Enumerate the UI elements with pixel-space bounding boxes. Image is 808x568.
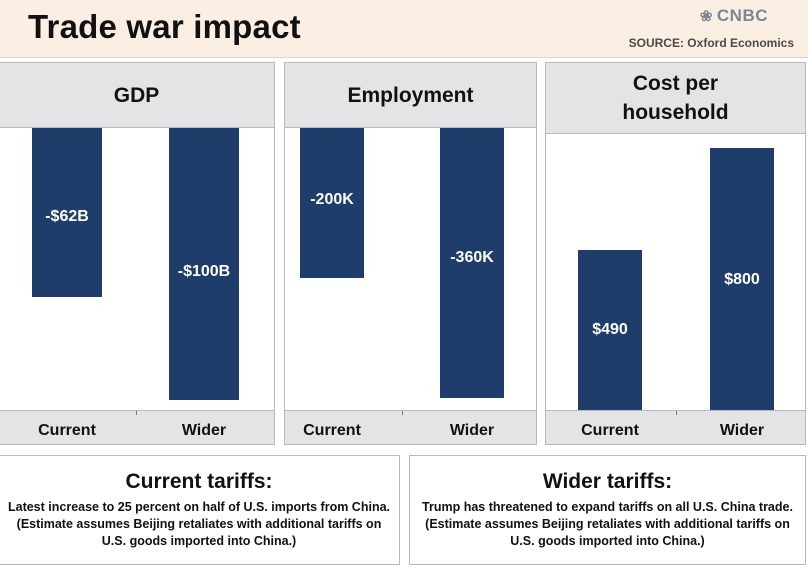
wider-tariffs-body: Trump has threatened to expand tariffs o… (422, 500, 793, 548)
current-tariffs-title: Current tariffs: (125, 470, 273, 493)
cost-chart-title: Cost per household (546, 63, 805, 134)
cost-bar-current (578, 249, 642, 411)
employment-category-divider-tick (402, 411, 403, 415)
employment-category-label-current: Current (303, 422, 361, 439)
cnbc-logo: ❀ CNBC (700, 6, 768, 26)
employment-bar-wider (440, 128, 504, 398)
gdp-chart-title: GDP (0, 63, 274, 128)
cost-category-label-wider: Wider (719, 422, 765, 439)
source-note: SOURCE: Oxford Economics (628, 36, 794, 50)
gdp-bar-current (32, 128, 102, 297)
logo-text: CNBC (716, 6, 768, 25)
wider-tariffs-note: Wider tariffs: Trump has threatened to e… (409, 455, 806, 565)
employment-category-label-wider: Wider (449, 422, 495, 439)
header-banner: Trade war impact ❀ CNBC SOURCE: Oxford Ec… (0, 0, 808, 58)
employment-plot-area: -200K -360K (285, 128, 536, 411)
cost-data-label-current: $490 (592, 321, 628, 339)
gdp-data-label-current: -$62B (45, 208, 89, 226)
gdp-chart-panel: GDP -$62B -$100B Current Wider (0, 62, 275, 445)
cost-chart-panel: Cost per household $490 $800 Current Wider (545, 62, 806, 445)
cost-category-divider-tick (676, 411, 677, 415)
gdp-bar-wider (169, 128, 239, 400)
current-tariffs-note: Current tariffs: Latest increase to 25 p… (0, 455, 400, 565)
employment-data-label-current: -200K (310, 191, 354, 208)
current-tariffs-body: Latest increase to 25 percent on half of… (7, 500, 391, 548)
employment-bar-current (300, 128, 364, 278)
gdp-category-label-current: Current (38, 422, 96, 439)
gdp-category-axis: Current Wider (0, 410, 274, 444)
employment-chart-title: Employment (285, 63, 536, 128)
cost-bar-wider (710, 148, 774, 411)
gdp-plot-area: -$62B -$100B (0, 128, 274, 411)
cost-plot-area: $490 $800 (546, 134, 805, 411)
employment-data-label-wider: -360K (450, 248, 494, 266)
employment-chart-panel: Employment -200K -360K Current Wider (284, 62, 537, 445)
cost-category-axis: Current Wider (546, 410, 805, 444)
page-title: Trade war impact (28, 8, 301, 45)
employment-category-axis: Current Wider (285, 410, 536, 444)
peacock-icon: ❀ (699, 8, 713, 25)
cost-data-label-wider: $800 (724, 270, 760, 288)
gdp-data-label-wider: -$100B (177, 263, 231, 281)
gdp-category-divider-tick (136, 411, 137, 415)
gdp-category-label-wider: Wider (181, 422, 227, 439)
wider-tariffs-title: Wider tariffs: (542, 470, 673, 493)
cost-category-label-current: Current (581, 422, 639, 439)
